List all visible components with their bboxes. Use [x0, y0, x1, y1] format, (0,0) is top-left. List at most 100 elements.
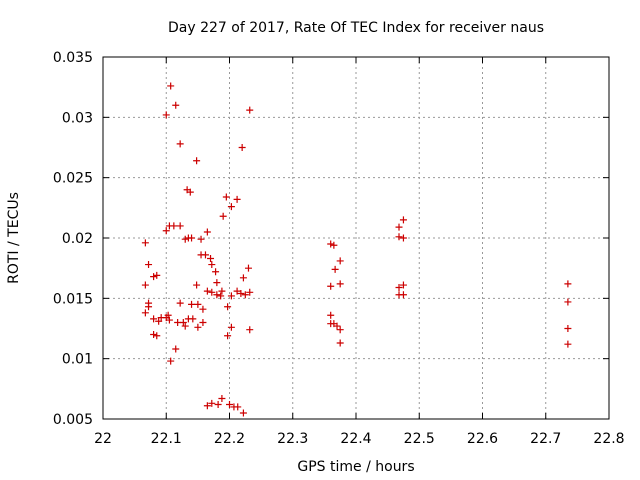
data-point: [145, 303, 153, 311]
data-point: [241, 291, 249, 299]
data-point: [246, 106, 254, 114]
data-point: [395, 283, 403, 291]
data-point: [194, 300, 202, 308]
data-point: [197, 235, 205, 243]
data-point: [193, 157, 201, 165]
data-point: [224, 303, 232, 311]
y-tick-label: 0.02: [62, 231, 93, 247]
x-tick-labels: 22 22.1 22.2 22.3 22.4 22.5 22.6 22.7 22.8: [94, 431, 625, 447]
data-point: [239, 274, 247, 282]
data-point: [186, 188, 194, 196]
data-point: [212, 268, 220, 276]
x-axis-label: GPS time / hours: [297, 459, 414, 475]
data-point: [213, 291, 221, 299]
data-point: [162, 227, 170, 235]
data-point: [153, 332, 161, 340]
data-point: [208, 399, 216, 407]
data-point: [217, 292, 225, 300]
plot-area-frame: [102, 56, 610, 420]
data-point: [208, 261, 216, 269]
data-points: [141, 82, 572, 417]
data-point: [181, 235, 189, 243]
data-point: [395, 223, 403, 231]
data-point: [218, 287, 226, 295]
data-point: [179, 318, 187, 326]
data-point: [193, 281, 201, 289]
data-point: [194, 323, 202, 331]
data-point: [199, 318, 207, 326]
data-point: [333, 322, 341, 330]
data-point: [203, 402, 211, 410]
data-point: [330, 241, 338, 249]
data-point: [327, 240, 335, 248]
y-tick-label: 0.035: [53, 50, 93, 66]
x-tick-label: 22.4: [340, 431, 371, 447]
data-point: [176, 299, 184, 307]
data-point: [145, 261, 153, 269]
data-point: [141, 281, 149, 289]
y-tick-label: 0.015: [53, 291, 93, 307]
data-point: [176, 140, 184, 148]
data-point: [336, 339, 344, 347]
data-point: [162, 111, 170, 119]
y-tick-label: 0.025: [53, 171, 93, 187]
data-point: [233, 195, 241, 203]
data-point: [224, 332, 232, 340]
chart-title: Day 227 of 2017, Rate Of TEC Index for r…: [168, 20, 544, 36]
y-tick-label: 0.03: [62, 110, 93, 126]
data-point: [167, 357, 175, 365]
data-point: [176, 222, 184, 230]
y-tick-label: 0.01: [62, 352, 93, 368]
data-point: [331, 265, 339, 273]
data-point: [141, 239, 149, 247]
grid-lines: [103, 57, 609, 419]
data-point: [181, 322, 189, 330]
data-point: [208, 288, 216, 296]
data-point: [564, 298, 572, 306]
data-point: [233, 287, 241, 295]
data-point: [155, 317, 163, 325]
x-tick-label: 22.8: [593, 431, 624, 447]
data-point: [399, 234, 407, 242]
data-point: [234, 403, 242, 411]
data-point: [165, 316, 173, 324]
data-point: [222, 193, 230, 201]
data-point: [150, 273, 158, 281]
data-point: [227, 292, 235, 300]
data-point: [170, 222, 178, 230]
data-point: [564, 325, 572, 332]
data-point: [219, 212, 227, 220]
data-point: [164, 311, 172, 319]
data-point: [213, 279, 221, 287]
data-point: [150, 331, 158, 339]
x-tick-label: 22.1: [151, 431, 182, 447]
x-tick-label: 22.6: [467, 431, 498, 447]
data-point: [153, 271, 161, 279]
data-point: [336, 257, 344, 265]
x-tick-label: 22: [94, 431, 112, 447]
data-point: [564, 280, 572, 288]
data-point: [246, 326, 254, 334]
data-point: [141, 309, 149, 317]
data-point: [203, 287, 211, 295]
data-point: [238, 144, 246, 151]
data-point: [336, 326, 344, 334]
data-point: [244, 264, 252, 272]
data-point: [327, 311, 335, 319]
data-point: [214, 401, 222, 409]
x-tick-label: 22.2: [214, 431, 245, 447]
data-point: [227, 203, 235, 211]
data-point: [227, 323, 235, 331]
data-point: [150, 315, 158, 323]
data-point: [203, 228, 211, 236]
data-point: [399, 291, 407, 299]
data-point: [201, 251, 209, 259]
data-point: [399, 281, 407, 289]
data-point: [336, 280, 344, 288]
data-point: [207, 255, 215, 263]
data-point: [246, 288, 254, 296]
data-point: [167, 82, 175, 90]
data-point: [172, 345, 180, 353]
x-tick-label: 22.3: [277, 431, 308, 447]
